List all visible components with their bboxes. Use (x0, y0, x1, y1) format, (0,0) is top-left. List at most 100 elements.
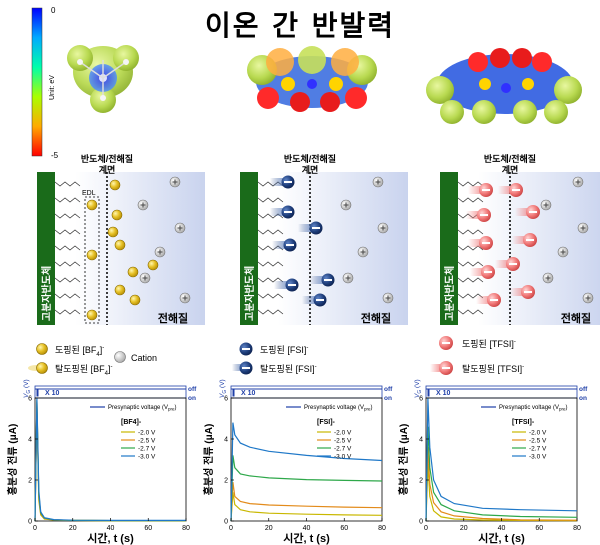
side-chain (257, 309, 284, 315)
tfsi-anion (466, 208, 491, 222)
x10-label: X 10 (436, 390, 451, 397)
cation-icon (540, 199, 552, 211)
cation-icon (340, 199, 352, 211)
legend-label: -3.0 V (529, 454, 547, 461)
plot-panel-3: X 10 off on VG (V) Presynaptic voltage (Vpre… (397, 379, 588, 545)
series-line-30V (230, 422, 383, 522)
tfsi-anion (512, 233, 537, 247)
cation-icon (577, 222, 589, 234)
cation-icon (542, 272, 554, 284)
presynaptic-pulse (426, 388, 577, 397)
y-tick-label: 2 (224, 478, 228, 485)
series-line-25V (425, 447, 578, 522)
y-tick-label: 6 (419, 396, 423, 403)
bf4-anion (86, 309, 98, 321)
fsi-anion (274, 278, 299, 292)
y-axis-label: 흥분성 전류 (μA) (202, 424, 215, 496)
molecule-bf4-esp (67, 45, 139, 113)
fsi-anion (310, 273, 335, 287)
y-tick-label: 4 (28, 437, 32, 444)
x-tick-label: 60 (340, 525, 348, 532)
bf4-anion (109, 179, 121, 191)
legend-label: -2.5 V (334, 438, 352, 445)
svg-text:도핑된 [TFSI]-: 도핑된 [TFSI]- (462, 338, 516, 349)
side-chain (457, 293, 484, 299)
legend-tfsi: 도핑된 [TFSI]- 탈도핑된 [TFSI]- (430, 336, 524, 375)
legend-label: -3.0 V (334, 454, 352, 461)
side-chain (257, 261, 284, 267)
legend-label: -2.7 V (138, 446, 156, 453)
x-axis-label: 시간, t (s) (87, 531, 134, 545)
legend-label: -2.5 V (529, 438, 547, 445)
legend-undoped-bf4: 탈도핑된 [BF (55, 363, 105, 374)
tfsi-anion (470, 265, 495, 279)
plot-panel-1: X 10 off on VG (V) Presynaptic voltage (Vpre… (6, 379, 197, 545)
bf4-anion (111, 209, 123, 221)
legend-fsi: 도핑된 [FSI]- 탈도핑된 [FSI]- (232, 342, 317, 375)
fsi-anion (298, 221, 323, 235)
legend-label: -2.5 V (138, 438, 156, 445)
interface-label-2: 계면 (302, 164, 319, 175)
y-tick-label: 0 (419, 519, 423, 526)
series-line-20V (425, 463, 578, 522)
tfsi-anion (515, 205, 540, 219)
presyn-legend-label: Presynaptic voltage (Vpre) (499, 405, 568, 412)
plot-title: [BF4]- (121, 419, 142, 426)
electrolyte-label: 전해질 (361, 311, 391, 325)
interface-label-1: 반도체/전해질 (81, 153, 133, 164)
x-tick-label: 60 (535, 525, 543, 532)
x-tick-label: 80 (573, 525, 581, 532)
bf4-anion (107, 226, 119, 238)
off-label: off (579, 386, 588, 393)
side-chain (457, 309, 484, 315)
x-tick-label: 40 (303, 525, 311, 532)
plot-frame (425, 397, 578, 522)
series-line-30V (425, 397, 578, 522)
polymer-label: 고분자반도체 (443, 266, 456, 321)
polymer-label: 고분자반도체 (40, 266, 53, 321)
y-tick-label: 2 (28, 478, 32, 485)
off-label: off (188, 386, 197, 393)
series-line-27V (34, 400, 186, 522)
x-axis-label: 시간, t (s) (478, 531, 525, 545)
bf4-anion (129, 294, 141, 306)
tfsi-anion (468, 236, 493, 250)
x-axis-label: 시간, t (s) (283, 531, 330, 545)
series-line-27V (230, 455, 383, 522)
tfsi-anion (495, 257, 520, 271)
interface-label-1: 반도체/전해질 (284, 153, 336, 164)
tfsi-anion (476, 293, 501, 307)
interface-label-2: 계면 (99, 164, 116, 175)
x-tick-label: 40 (107, 525, 115, 532)
y-tick-label: 4 (224, 437, 228, 444)
tfsi-anion (468, 183, 493, 197)
legend-label: -2.0 V (138, 430, 156, 437)
series-line-30V (34, 397, 186, 522)
x-tick-label: 80 (182, 525, 190, 532)
cation-icon (114, 351, 126, 363)
y-tick-label: 2 (419, 478, 423, 485)
cation-icon (154, 246, 166, 258)
colorbar-max-label: 0 (51, 6, 56, 15)
side-chain (257, 197, 284, 203)
x-tick-label: 20 (460, 525, 468, 532)
legend-label: -2.0 V (334, 430, 352, 437)
series-line-20V (230, 492, 383, 522)
side-chain (257, 229, 284, 235)
x-tick-label: 80 (378, 525, 386, 532)
side-chain (54, 197, 81, 203)
y-tick-label: 4 (419, 437, 423, 444)
cation-icon (377, 222, 389, 234)
on-label: on (384, 395, 392, 402)
side-chain (457, 277, 484, 283)
bf4-anion (127, 266, 139, 278)
presyn-legend-label: Presynaptic voltage (Vpre) (304, 405, 373, 412)
cation-icon (179, 292, 191, 304)
side-chain (54, 245, 81, 251)
on-label: on (579, 395, 587, 402)
x-tick-label: 0 (424, 525, 428, 532)
y-tick-label: 0 (224, 519, 228, 526)
legend-label: -3.0 V (138, 454, 156, 461)
x10-label: X 10 (45, 390, 60, 397)
